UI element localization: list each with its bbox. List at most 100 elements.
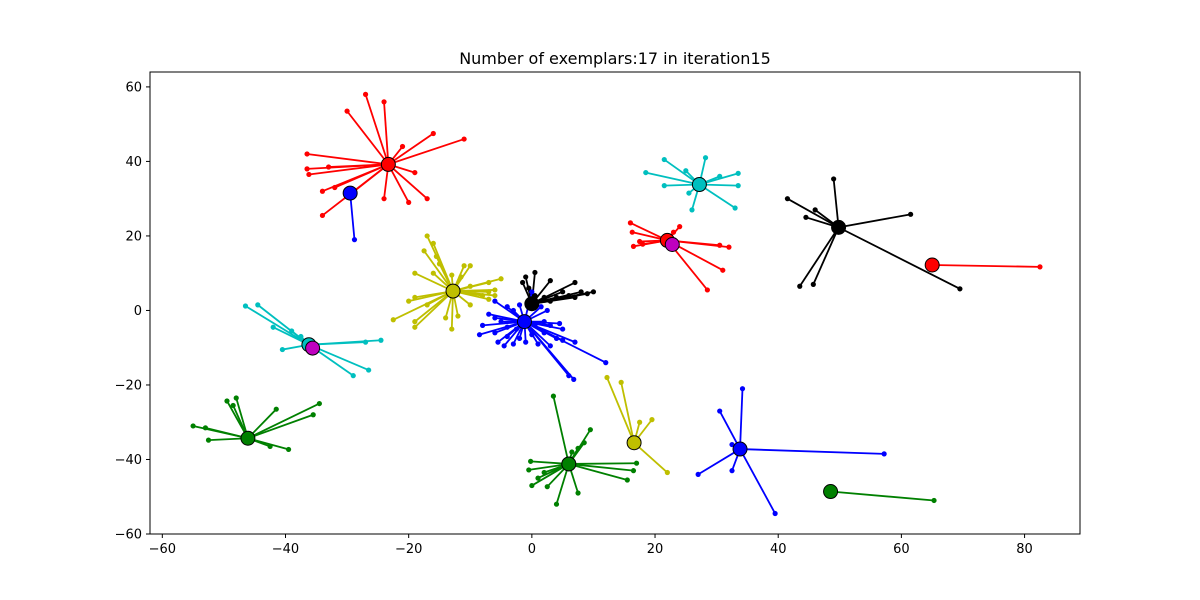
x-tick-label-20: 20	[647, 542, 664, 557]
cluster-12-member-2	[230, 402, 236, 409]
cluster-13-member-2	[581, 440, 587, 446]
cluster-0-edge-2	[346, 110, 390, 165]
cluster-8-member-9	[541, 294, 547, 301]
cluster-4-member-1	[629, 229, 635, 235]
cluster-0-edge-0	[364, 94, 390, 165]
cluster-2-member-10	[689, 207, 695, 213]
cluster-9-member-26	[510, 341, 516, 347]
cluster-3-edge-4	[838, 213, 911, 229]
cluster-9-member-34	[566, 373, 572, 379]
cluster-4-member-6	[630, 243, 637, 249]
cluster-2-member-8	[686, 190, 692, 196]
cluster-5-exemplar	[664, 237, 680, 253]
cluster-15-exemplar	[732, 441, 748, 457]
cluster-14-member-0	[604, 374, 610, 381]
cluster-10-member-3	[289, 328, 295, 334]
cluster-2-member-9	[732, 205, 738, 211]
cluster-14-edge-0	[606, 377, 635, 444]
cluster-7-member-2	[421, 248, 427, 254]
cluster-12-member-7	[202, 425, 209, 431]
cluster-12-member-6	[190, 423, 196, 429]
y-tick-label-60: 60	[125, 80, 142, 95]
cluster-0-member-14	[381, 196, 387, 202]
cluster-9-member-20	[504, 333, 510, 340]
cluster-9-member-24	[553, 335, 560, 341]
cluster-7-member-14	[492, 287, 498, 293]
cluster-9-member-25	[495, 339, 501, 345]
cluster-4-member-3	[670, 229, 677, 235]
cluster-2-member-1	[683, 168, 689, 174]
cluster-7-member-15	[486, 289, 492, 295]
cluster-7-member-28	[467, 302, 473, 308]
x-tick-label--40: −40	[272, 542, 299, 557]
cluster-9-member-33	[603, 360, 609, 366]
cluster-9-exemplar	[516, 314, 532, 330]
cluster-9-member-32	[501, 343, 507, 349]
cluster-7-member-3	[433, 253, 439, 260]
cluster-13-member-7	[630, 468, 637, 474]
cluster-7-member-23	[412, 319, 418, 325]
cluster-9-edge-33	[524, 320, 607, 364]
cluster-7-edge-2	[423, 250, 454, 292]
cluster-7-edge-26	[414, 290, 454, 328]
y-tick-label-40: 40	[125, 155, 142, 170]
cluster-12-member-0	[233, 395, 239, 401]
member-points	[190, 91, 1043, 517]
cluster-4-member-5	[640, 241, 646, 247]
x-tick-label--60: −60	[149, 542, 176, 557]
cluster-2-member-6	[661, 183, 667, 189]
cluster-4-member-10	[704, 287, 710, 293]
cluster-3-member-3	[803, 214, 809, 220]
cluster-9-member-9	[498, 319, 504, 325]
cluster-3-member-0	[831, 176, 837, 182]
cluster-13-member-8	[526, 467, 532, 473]
cluster-7-member-9	[449, 272, 455, 278]
cluster-10-member-1	[255, 302, 261, 308]
cluster-8-member-5	[526, 285, 532, 291]
cluster-14-exemplar	[626, 435, 642, 451]
cluster-7-member-25	[449, 326, 455, 332]
cluster-10-member-6	[362, 339, 369, 345]
cluster-0-edge-4	[388, 138, 465, 166]
cluster-13-member-13	[544, 484, 550, 490]
cluster-7-member-7	[412, 270, 418, 276]
cluster-0-member-1	[381, 99, 387, 105]
cluster-3-edge-1	[787, 197, 840, 229]
cluster-7-member-12	[486, 279, 492, 286]
cluster-15-edge-4	[739, 448, 885, 455]
cluster-8-member-12	[572, 294, 578, 301]
cluster-3-exemplar	[831, 219, 847, 235]
cluster-8-member-0	[532, 269, 538, 276]
cluster-0-edge-9	[308, 163, 389, 176]
cluster-7-member-17	[492, 292, 498, 299]
cluster-13-member-10	[535, 475, 541, 481]
cluster-3-member-6	[810, 281, 816, 287]
cluster-3-member-5	[797, 283, 803, 289]
cluster-7-member-21	[455, 313, 461, 319]
cluster-0-member-16	[424, 196, 430, 202]
cluster-14-member-3	[649, 417, 655, 423]
cluster-2-edge-4	[645, 171, 700, 186]
cluster-9-member-7	[486, 311, 492, 317]
cluster-15-edge-0	[739, 388, 744, 450]
cluster-15-member-3	[729, 468, 735, 474]
cluster-0-member-9	[306, 171, 312, 178]
cluster-9-member-2	[504, 304, 510, 310]
cluster-0-edge-3	[387, 132, 434, 166]
cluster-0-member-11	[319, 188, 326, 194]
cluster-1-exemplar	[342, 185, 358, 201]
cluster-13-member-4	[569, 449, 575, 455]
cluster-3-member-7	[957, 286, 963, 292]
cluster-13-member-6	[633, 460, 640, 466]
cluster-12-member-1	[224, 398, 230, 404]
cluster-7-edge-24	[392, 290, 454, 321]
cluster-3-member-4	[908, 211, 914, 217]
cluster-9-member-4	[516, 302, 523, 308]
cluster-3-edge-5	[799, 226, 840, 287]
y-axis: −60 −40 −20 0 20 40 60	[115, 80, 150, 543]
cluster-8-member-2	[520, 279, 526, 286]
cluster-2-member-0	[661, 156, 667, 163]
cluster-4-member-0	[627, 220, 633, 226]
cluster-4-member-8	[726, 244, 732, 250]
